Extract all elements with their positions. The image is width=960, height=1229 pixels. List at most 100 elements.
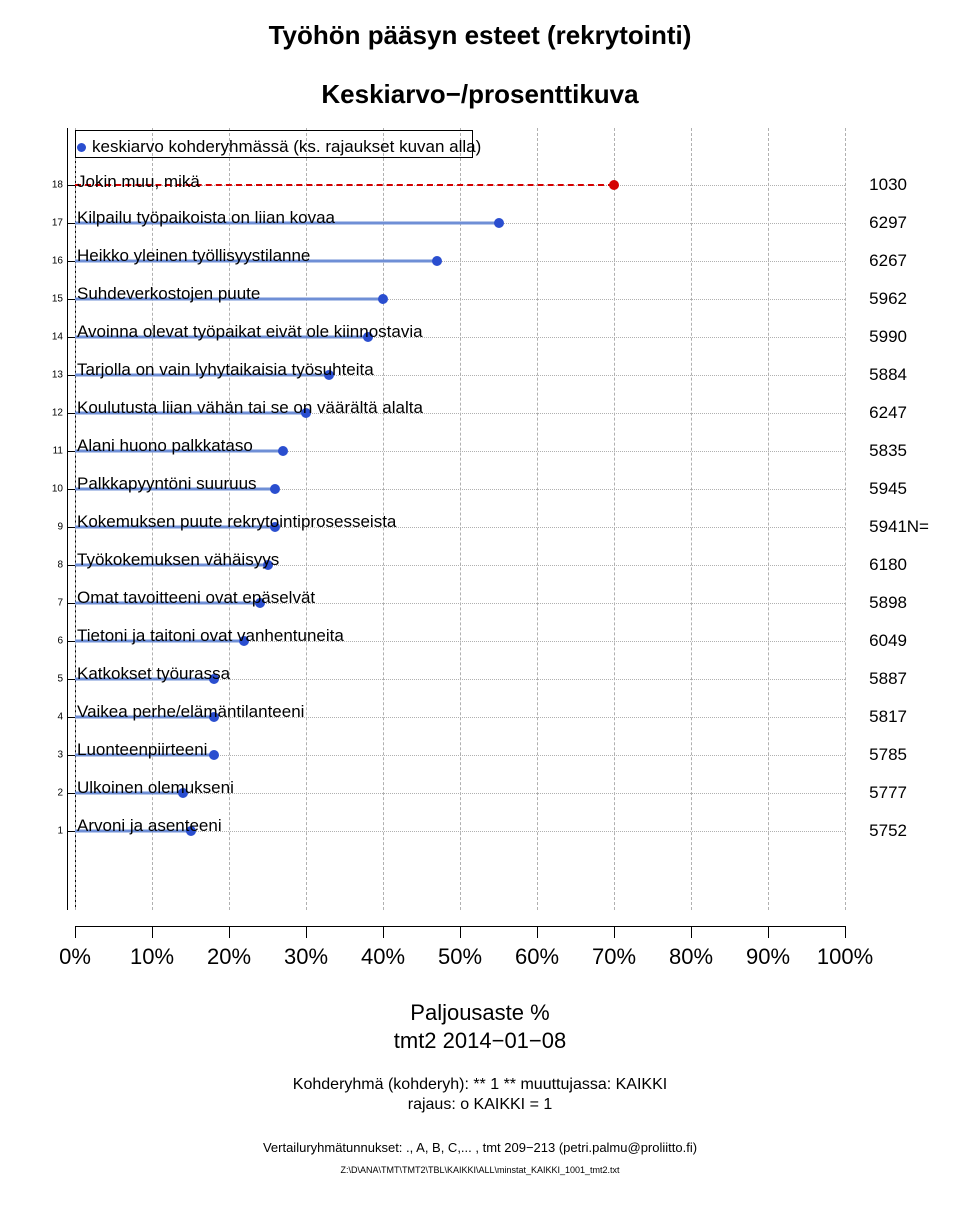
row-label: Katkokset työurassa (77, 664, 230, 684)
row-tick (67, 641, 75, 642)
row-index: 11 (35, 446, 63, 457)
x-tick-label: 60% (515, 944, 559, 970)
n-value: 5752 (869, 821, 907, 841)
data-row: 4Vaikea perhe/elämäntilanteeni5817 (75, 698, 845, 736)
row-label: Koulutusta liian vähän tai se on väärält… (77, 398, 423, 418)
x-tick-label: 80% (669, 944, 713, 970)
row-label: Palkkapyyntöni suuruus (77, 474, 257, 494)
row-index: 9 (35, 522, 63, 533)
value-marker (432, 256, 442, 266)
value-marker (494, 218, 504, 228)
x-axis-sublabel: tmt2 2014−01−08 (0, 1028, 960, 1054)
n-value: 6267 (869, 251, 907, 271)
row-label: Arvoni ja asenteeni (77, 816, 222, 836)
data-row: 13Tarjolla on vain lyhytaikaisia työsuht… (75, 356, 845, 394)
n-value: 5962 (869, 289, 907, 309)
row-tick (67, 717, 75, 718)
row-label: Kilpailu työpaikoista on liian kovaa (77, 208, 335, 228)
n-value: 6049 (869, 631, 907, 651)
row-tick (67, 565, 75, 566)
value-marker (278, 446, 288, 456)
n-value: 6297 (869, 213, 907, 233)
row-label: Avoinna olevat työpaikat eivät ole kiinn… (77, 322, 423, 342)
n-value: 5785 (869, 745, 907, 765)
row-label: Suhdeverkostojen puute (77, 284, 260, 304)
row-tick (67, 489, 75, 490)
data-row: 2Ulkoinen olemukseni5777 (75, 774, 845, 812)
data-row: 5Katkokset työurassa5887 (75, 660, 845, 698)
row-tick (67, 451, 75, 452)
data-row: 3Luonteenpiirteeni5785 (75, 736, 845, 774)
row-tick (67, 831, 75, 832)
row-tick (67, 261, 75, 262)
data-row: 14Avoinna olevat työpaikat eivät ole kii… (75, 318, 845, 356)
x-tick (383, 926, 384, 938)
row-label: Luonteenpiirteeni (77, 740, 207, 760)
row-label: Heikko yleinen työllisyystilanne (77, 246, 310, 266)
data-row: 15Suhdeverkostojen puute5962 (75, 280, 845, 318)
data-row: 17Kilpailu työpaikoista on liian kovaa62… (75, 204, 845, 242)
row-tick (67, 603, 75, 604)
chart-subtitle: Keskiarvo−/prosenttikuva (0, 79, 960, 110)
x-tick-label: 50% (438, 944, 482, 970)
row-index: 1 (35, 826, 63, 837)
n-value: 6247 (869, 403, 907, 423)
value-marker (609, 180, 619, 190)
row-index: 12 (35, 408, 63, 419)
data-row: 8Työkokemuksen vähäisyys6180 (75, 546, 845, 584)
x-tick (306, 926, 307, 938)
row-index: 5 (35, 674, 63, 685)
footer-line-5: Vertailuryhmätunnukset: ., A, B, C,... ,… (0, 1140, 960, 1155)
n-value: 5835 (869, 441, 907, 461)
row-label: Tietoni ja taitoni ovat vanhentuneita (77, 626, 344, 646)
row-index: 16 (35, 256, 63, 267)
row-tick (67, 299, 75, 300)
row-index: 10 (35, 484, 63, 495)
x-tick (460, 926, 461, 938)
x-tick (614, 926, 615, 938)
n-value: 5990 (869, 327, 907, 347)
x-axis-label: Paljousaste % (0, 1000, 960, 1026)
x-tick-label: 20% (207, 944, 251, 970)
row-index: 7 (35, 598, 63, 609)
row-index: 15 (35, 294, 63, 305)
row-tick (67, 223, 75, 224)
n-value: 5817 (869, 707, 907, 727)
row-tick (67, 185, 75, 186)
row-label: Jokin muu, mikä (77, 172, 200, 192)
data-row: 1Arvoni ja asenteeni5752 (75, 812, 845, 850)
row-index: 8 (35, 560, 63, 571)
row-label: Työkokemuksen vähäisyys (77, 550, 279, 570)
value-marker (378, 294, 388, 304)
x-tick-label: 10% (130, 944, 174, 970)
row-label: Tarjolla on vain lyhytaikaisia työsuhtei… (77, 360, 374, 380)
row-label: Omat tavoitteeni ovat epäselvät (77, 588, 315, 608)
n-prefix: N= (907, 517, 929, 537)
x-tick-label: 30% (284, 944, 328, 970)
row-index: 14 (35, 332, 63, 343)
row-tick (67, 375, 75, 376)
row-index: 2 (35, 788, 63, 799)
chart-area: keskiarvo kohderyhmässä (ks. rajaukset k… (55, 128, 905, 910)
chart-title: Työhön pääsyn esteet (rekrytointi) (0, 20, 960, 51)
x-tick (768, 926, 769, 938)
n-value: 5941 (869, 517, 907, 537)
x-tick-label: 90% (746, 944, 790, 970)
footer-line-6: Z:\D\ANA\TMT\TMT2\TBL\KAIKKI\ALL\minstat… (0, 1165, 960, 1175)
n-value: 5898 (869, 593, 907, 613)
data-row: 9Kokemuksen puute rekrytointiprosesseist… (75, 508, 845, 546)
row-tick (67, 413, 75, 414)
row-tick (67, 793, 75, 794)
row-tick (67, 679, 75, 680)
data-row: 7Omat tavoitteeni ovat epäselvät5898 (75, 584, 845, 622)
row-label: Alani huono palkkataso (77, 436, 253, 456)
row-index: 17 (35, 218, 63, 229)
x-axis: 0%10%20%30%40%50%60%70%80%90%100% (55, 926, 905, 972)
data-row: 10Palkkapyyntöni suuruus5945 (75, 470, 845, 508)
footer-line-3: Kohderyhmä (kohderyh): ** 1 ** muuttujas… (0, 1076, 960, 1094)
row-label: Kokemuksen puute rekrytointiprosesseista (77, 512, 396, 532)
row-index: 13 (35, 370, 63, 381)
chart-footer: Paljousaste % tmt2 2014−01−08 Kohderyhmä… (0, 1000, 960, 1175)
x-tick (152, 926, 153, 938)
data-row: 12Koulutusta liian vähän tai se on väärä… (75, 394, 845, 432)
